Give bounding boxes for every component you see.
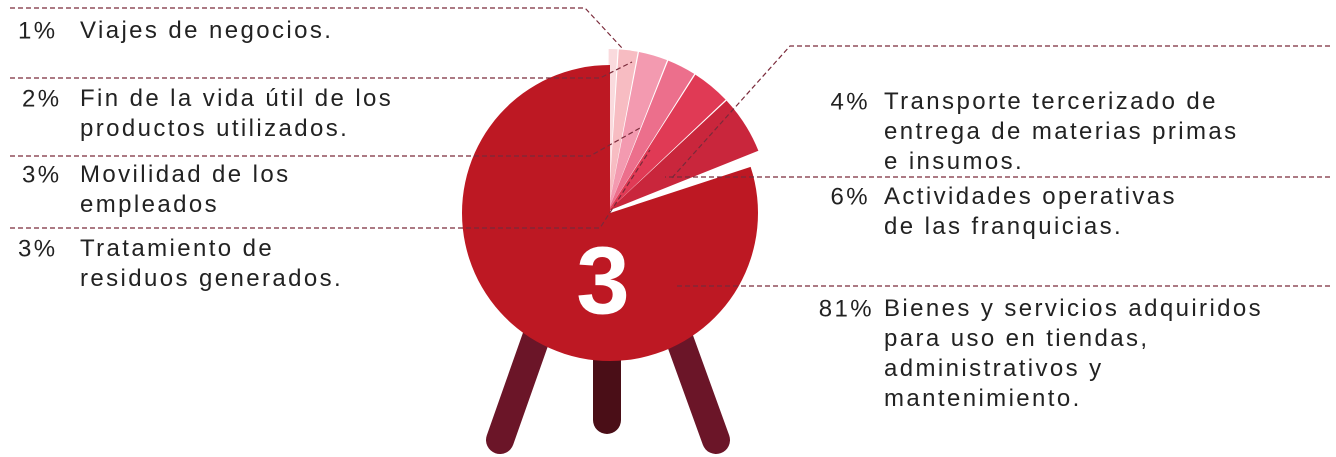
value-label: 3%: [22, 161, 62, 188]
category-label: Movilidad de los empleados: [80, 161, 291, 218]
value-label: 4%: [831, 88, 871, 115]
legs: [486, 321, 730, 454]
value-label: 81%: [819, 295, 874, 322]
center-label: 3: [576, 227, 629, 334]
category-label: Fin de la vida útil de los productos util…: [80, 85, 393, 142]
pie-slice: [608, 74, 726, 211]
category-label: Tratamiento de residuos generados.: [80, 235, 343, 292]
leader-lines: [10, 7, 1330, 287]
pie-slice: [608, 60, 695, 211]
pie-slice: [608, 49, 638, 212]
value-label: 2%: [22, 85, 62, 112]
value-label: 6%: [831, 183, 871, 210]
category-label: Actividades operativas de las franquicias…: [884, 183, 1177, 240]
pie-slice: [608, 51, 668, 212]
value-label: 3%: [18, 235, 58, 262]
pie-slice: [608, 100, 759, 211]
category-label: Bienes y servicios adquiridos para uso en…: [884, 295, 1263, 412]
value-label: 1%: [18, 17, 58, 44]
category-label: Viajes de negocios.: [80, 17, 333, 44]
category-label: Transporte tercerizado de entrega de mate…: [884, 88, 1239, 175]
pie-slice: [608, 49, 618, 211]
